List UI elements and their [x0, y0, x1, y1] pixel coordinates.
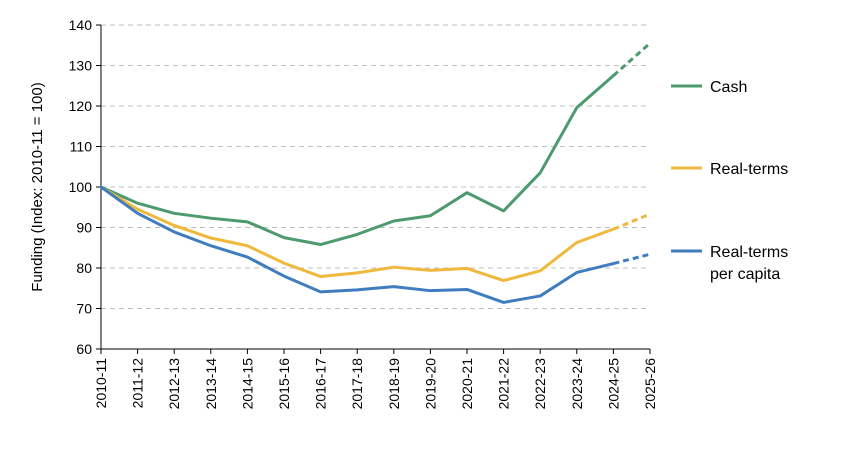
y-tick-label: 110	[70, 139, 93, 155]
x-tick-label: 2019-20	[422, 358, 438, 410]
series-line-solid	[99, 185, 615, 283]
y-tick-label: 100	[69, 179, 93, 195]
y-tick-label: 120	[69, 98, 93, 114]
y-tick-label: 70	[76, 301, 92, 317]
x-tick-label: 2011-12	[130, 358, 146, 409]
gridlines	[101, 24, 650, 309]
legend-label: Real-terms	[710, 244, 788, 261]
series-line-projection	[612, 212, 651, 231]
x-tick-label: 2016-17	[313, 358, 329, 410]
y-tick-label: 60	[76, 341, 92, 357]
series-line-projection	[612, 42, 651, 77]
x-tick-label: 2021-22	[496, 358, 512, 410]
x-tick-label: 2014-15	[239, 358, 255, 410]
x-tick-label: 2010-11	[93, 358, 109, 409]
x-tick-labels: 2010-11 2011-12 2012-13 2013-14 2014-15 2015-…	[93, 358, 658, 410]
x-tick-label: 2018-19	[386, 358, 402, 410]
series-line-solid	[99, 185, 615, 304]
x-tick-label: 2022-23	[532, 358, 548, 410]
y-tick-label: 80	[76, 260, 92, 276]
x-tick-label: 2023-24	[569, 358, 585, 410]
x-tick-label: 2015-16	[276, 358, 292, 410]
series-line-solid	[99, 74, 615, 247]
y-tick-label: 140	[69, 17, 93, 33]
y-axis-label: Funding (Index: 2010-11 = 100)	[29, 82, 46, 291]
x-tick-label: 2020-21	[459, 358, 475, 410]
legend-label: Cash	[710, 79, 747, 96]
y-tick-label: 90	[76, 220, 92, 236]
y-tick-label: 130	[69, 58, 93, 74]
x-tick-label: 2024-25	[605, 358, 621, 410]
x-tick-label: 2017-18	[349, 358, 365, 410]
axes	[96, 24, 651, 354]
x-tick-label: 2025-26	[642, 358, 658, 410]
series-lines	[99, 42, 651, 304]
legend-label: Real-terms	[710, 161, 788, 178]
legend: Cash Real-terms Real-terms per capita	[671, 79, 788, 283]
x-tick-label: 2012-13	[166, 358, 182, 410]
y-tick-labels: 60 70 80 90 100 110 120 130 140	[69, 17, 93, 357]
x-tick-label: 2013-14	[203, 358, 219, 410]
series-line-projection	[613, 252, 651, 265]
legend-label: per capita	[710, 266, 780, 283]
